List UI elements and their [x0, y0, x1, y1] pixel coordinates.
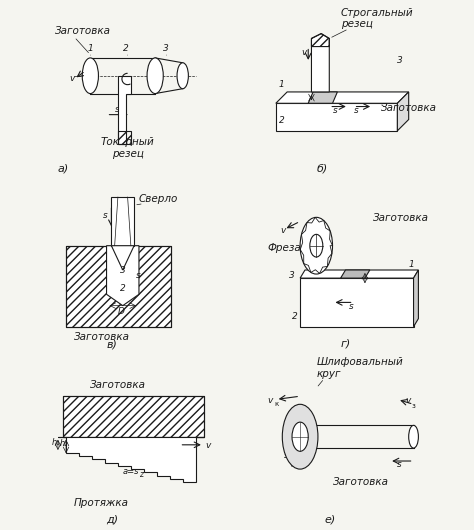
Ellipse shape: [409, 426, 419, 448]
Polygon shape: [107, 246, 139, 306]
Text: к: к: [274, 401, 278, 407]
Text: в): в): [107, 340, 118, 350]
Polygon shape: [300, 278, 413, 326]
Text: h₂: h₂: [60, 439, 68, 448]
Text: а): а): [58, 163, 69, 173]
Ellipse shape: [82, 58, 99, 94]
Polygon shape: [63, 396, 204, 437]
Polygon shape: [311, 33, 329, 92]
Text: 3: 3: [119, 266, 125, 275]
Text: v: v: [302, 48, 307, 57]
Text: Шлифовальный
круг: Шлифовальный круг: [316, 357, 403, 379]
Ellipse shape: [310, 234, 323, 257]
Text: v: v: [281, 226, 286, 235]
Text: Заготовка: Заготовка: [333, 478, 389, 487]
Text: v: v: [268, 396, 273, 405]
Text: h₁: h₁: [52, 438, 60, 447]
Polygon shape: [66, 246, 172, 326]
Text: Сверло: Сверло: [139, 194, 178, 204]
Text: 1: 1: [87, 45, 93, 54]
Text: s: s: [354, 106, 358, 115]
Text: v: v: [69, 74, 74, 83]
Text: 1: 1: [409, 260, 414, 269]
Text: Заготовка: Заготовка: [373, 214, 429, 223]
Text: Заготовка: Заготовка: [91, 380, 146, 390]
Text: 2: 2: [292, 312, 298, 321]
Polygon shape: [276, 103, 397, 131]
Text: Токарный
резец: Токарный резец: [101, 137, 155, 159]
Polygon shape: [341, 270, 370, 278]
Text: s: s: [397, 461, 402, 470]
Text: s: s: [284, 451, 289, 460]
Ellipse shape: [147, 58, 163, 94]
Text: Заготовка: Заготовка: [74, 332, 130, 342]
Text: 2: 2: [279, 116, 285, 125]
Text: 2: 2: [123, 45, 128, 54]
Text: Заготовка: Заготовка: [55, 25, 111, 36]
Polygon shape: [111, 197, 134, 246]
Text: о: о: [289, 457, 293, 464]
Polygon shape: [308, 92, 337, 103]
Polygon shape: [118, 76, 131, 144]
Text: 3: 3: [397, 56, 403, 65]
Polygon shape: [413, 270, 419, 326]
Polygon shape: [397, 92, 409, 131]
Text: D: D: [118, 307, 125, 316]
Ellipse shape: [283, 404, 318, 469]
Polygon shape: [276, 92, 409, 103]
Polygon shape: [111, 246, 134, 270]
Text: г): г): [341, 338, 351, 348]
Text: s: s: [349, 302, 354, 311]
Text: z: z: [139, 470, 143, 479]
Ellipse shape: [303, 426, 313, 448]
Text: s: s: [333, 106, 337, 115]
Text: 3: 3: [289, 271, 294, 280]
Ellipse shape: [300, 217, 333, 274]
Text: д): д): [107, 515, 118, 525]
Text: Заготовка: Заготовка: [381, 103, 437, 113]
Text: v: v: [405, 396, 411, 405]
Text: v: v: [126, 211, 131, 220]
Text: 1: 1: [279, 80, 285, 89]
Text: a=s: a=s: [123, 467, 139, 476]
Text: Фреза: Фреза: [268, 243, 301, 253]
Text: Протяжка: Протяжка: [74, 498, 129, 508]
Text: Строгальный
резец: Строгальный резец: [341, 7, 413, 29]
Text: v: v: [205, 441, 211, 450]
Ellipse shape: [292, 422, 308, 452]
Ellipse shape: [177, 63, 188, 89]
Text: з: з: [412, 403, 416, 409]
Polygon shape: [58, 437, 204, 482]
Polygon shape: [300, 270, 419, 278]
Text: s: s: [103, 211, 108, 220]
Text: б): б): [316, 163, 328, 173]
Text: s: s: [136, 271, 140, 280]
Text: е): е): [324, 515, 336, 525]
Text: 3: 3: [163, 45, 169, 54]
Text: 2: 2: [119, 284, 125, 293]
Text: s: s: [115, 105, 119, 114]
